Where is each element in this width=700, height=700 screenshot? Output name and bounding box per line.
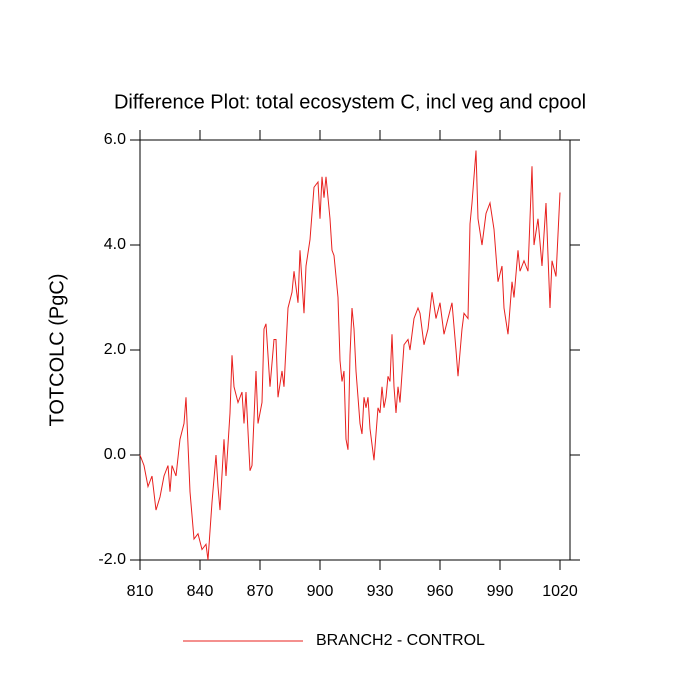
y-tick-label: -2.0	[98, 551, 126, 568]
y-tick-label: 6.0	[104, 131, 126, 148]
x-tick-label: 900	[307, 583, 334, 600]
chart-title: Difference Plot: total ecosystem C, incl…	[114, 91, 586, 113]
data-line	[139, 150, 561, 561]
x-tick-label: 1020	[542, 583, 578, 600]
y-tick-label: 2.0	[104, 341, 126, 358]
y-axis-label: TOTCOLC (PgC)	[46, 274, 68, 427]
y-tick-label: 4.0	[104, 236, 126, 253]
x-tick-label: 810	[127, 583, 154, 600]
y-tick-label: 0.0	[104, 446, 126, 463]
x-tick-label: 840	[187, 583, 214, 600]
x-tick-label: 930	[367, 583, 394, 600]
x-tick-label: 870	[247, 583, 274, 600]
x-tick-label: 960	[427, 583, 454, 600]
legend-label: BRANCH2 - CONTROL	[316, 632, 485, 649]
x-tick-label: 990	[487, 583, 514, 600]
